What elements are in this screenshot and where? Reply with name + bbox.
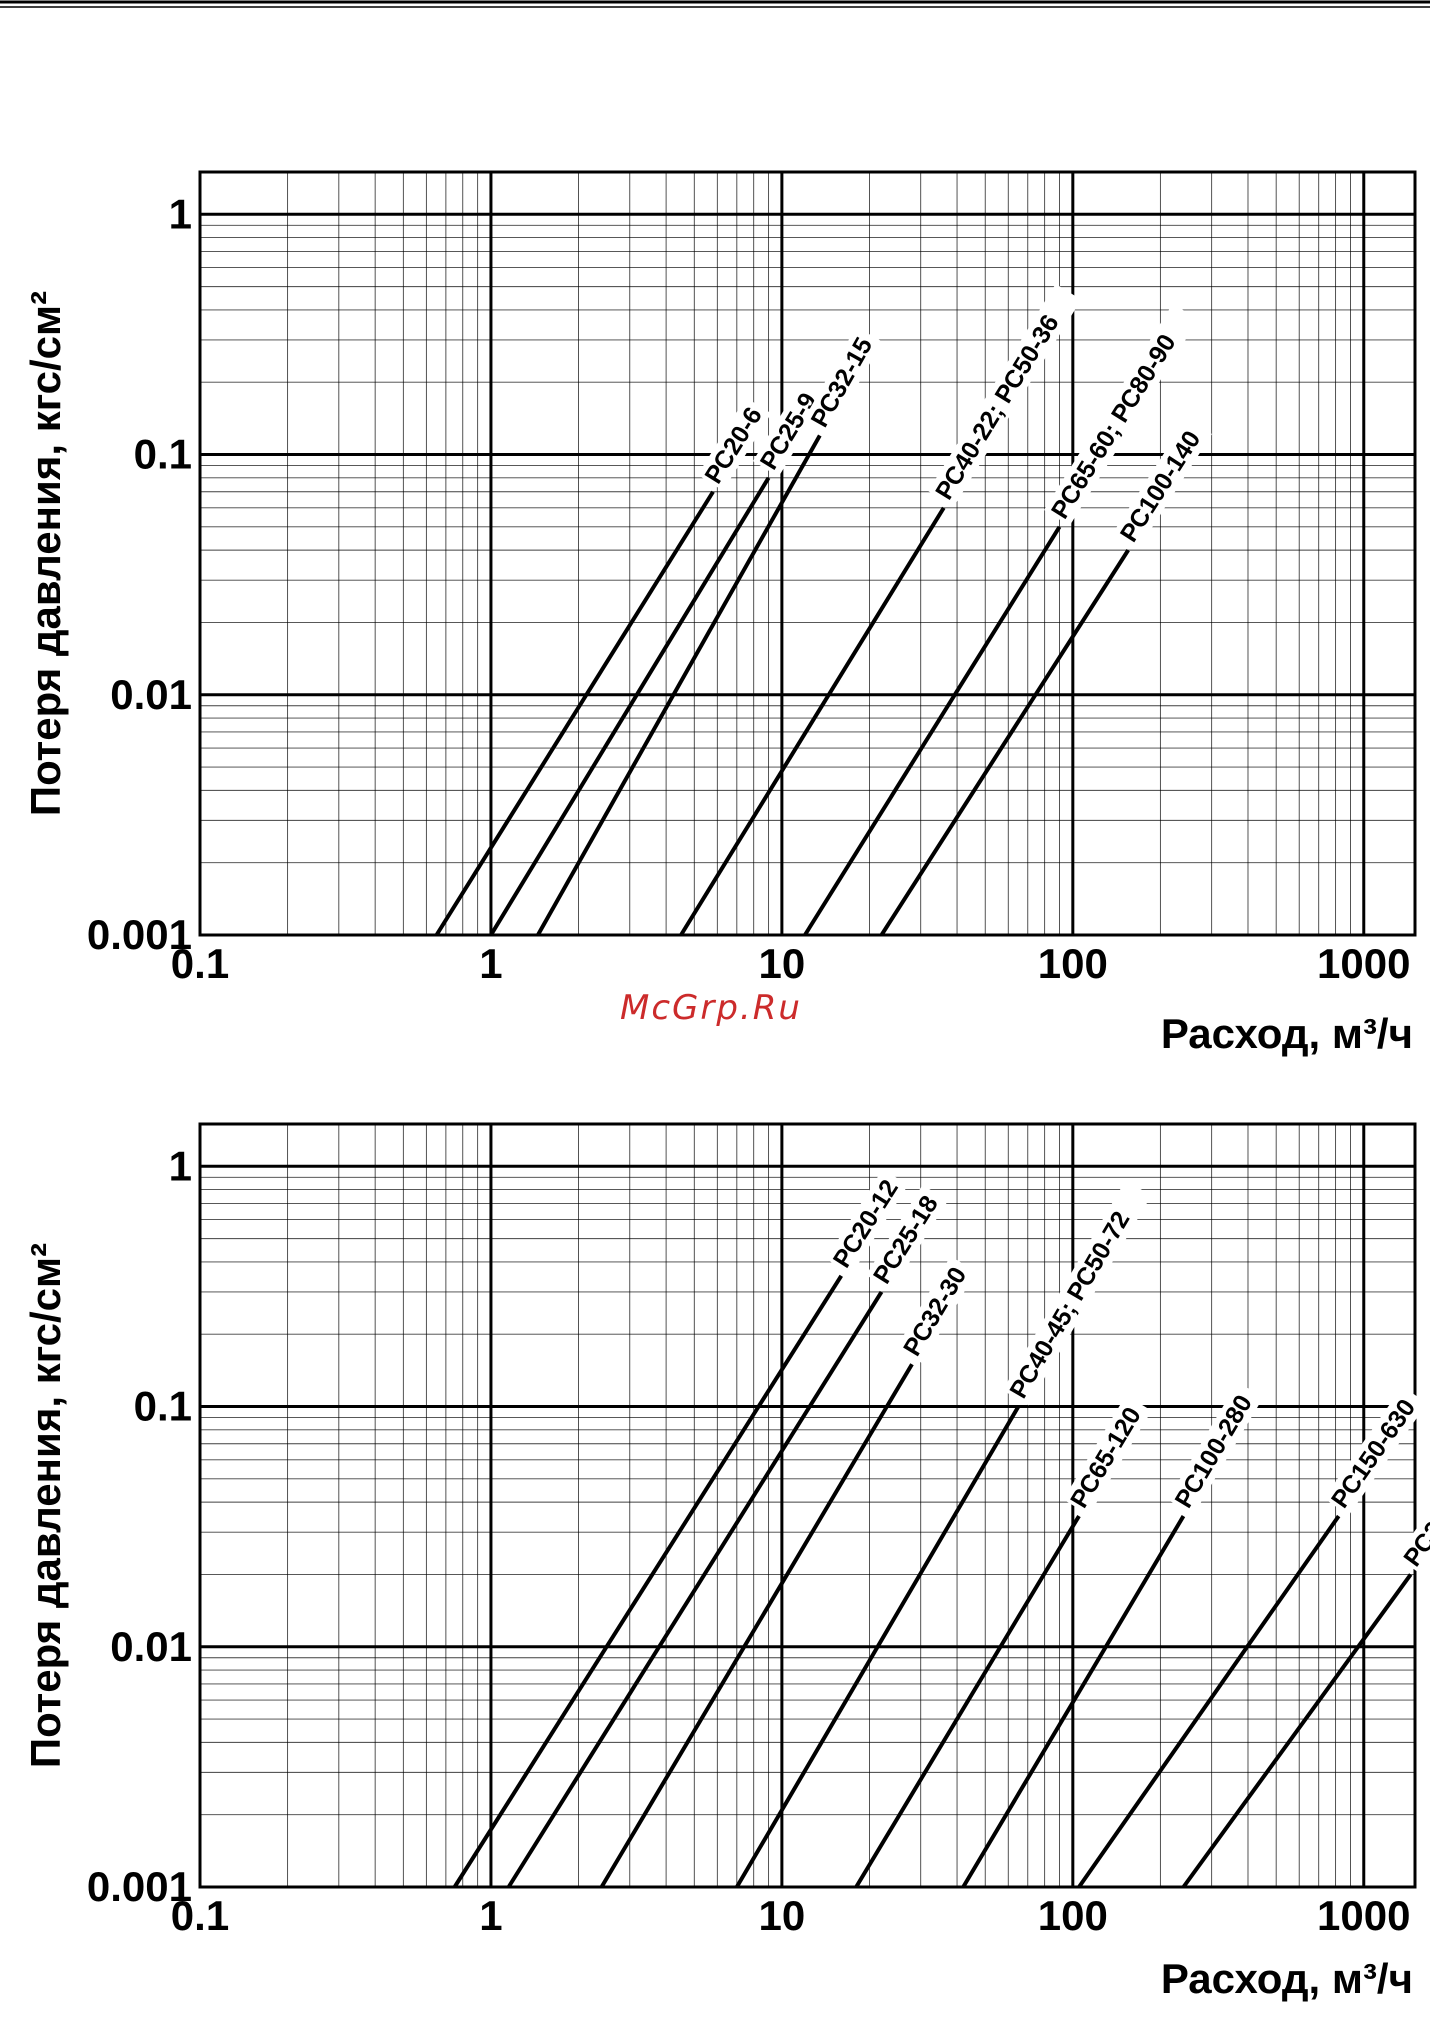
series-line [506,1290,884,1889]
series-line [803,525,1062,937]
series-label-background [697,397,772,491]
y-tick-label: 0.1 [134,1383,192,1430]
series-label: РС25-9 [755,388,823,474]
series-label-background [1167,1381,1264,1515]
plot-frame [198,1122,1417,1889]
y-tick-label: 0.01 [110,671,192,718]
y-axis-title: Потеря давления, кгс/см² [22,1243,69,1768]
series-label-background [1112,417,1212,550]
series-line [961,1515,1186,1889]
series-line [679,506,946,937]
series-label-background [866,1184,949,1291]
series-label-background [1063,1395,1152,1515]
series-line [854,1515,1081,1889]
series-label-group: РС65-60; РС80-90 [1044,303,1199,526]
series-label-background [1323,1386,1428,1516]
series-label-group: РС40-45; РС50-72 [1002,1180,1152,1406]
series-label-group: РС100-140 [1112,417,1212,550]
x-tick-label: 10 [759,1892,806,1939]
series-line [489,476,771,937]
series-line [879,549,1130,937]
series-label: РС65-120 [1065,1402,1147,1512]
watermark: McGrp.Ru [620,988,802,1028]
series-label-background [1396,1433,1430,1574]
series-label: РС20-6 [700,402,768,488]
series-label-background [752,383,826,477]
series-label-group: РС65-120 [1063,1395,1152,1515]
x-tick-label: 1000 [1317,940,1410,987]
page-top-rule [0,0,1430,8]
series-label-background [1044,303,1199,526]
series-line [599,1363,914,1889]
y-tick-label: 0.001 [87,911,192,958]
series-label: РС40-45; РС50-72 [1004,1207,1135,1404]
series-line [1181,1573,1413,1889]
grid [198,1124,1415,1889]
y-tick-label: 1 [169,1142,192,1189]
series-label-group: РС20-6 [697,397,772,491]
y-axis-title: Потеря давления, кгс/см² [22,291,69,816]
x-tick-label: 1 [479,1892,502,1939]
series-label-background [803,326,883,435]
x-tick-label: 100 [1038,940,1108,987]
series-line [1077,1514,1341,1889]
series-label-group: РС200-1000 [1396,1433,1430,1574]
series-line [735,1405,1021,1889]
y-tick-label: 0.1 [134,431,192,478]
x-axis-title: Расход, м³/ч [1161,1010,1413,1057]
series-label-group: РС40-22; РС50-36 [928,283,1082,507]
series-line [536,434,822,936]
series-label-background [928,283,1082,507]
x-tick-label: 0.1 [171,940,229,987]
series-label-background [1002,1180,1152,1406]
series-label: РС32-30 [898,1262,972,1361]
plot-frame [198,170,1417,937]
x-axis-title: Расход, м³/ч [1161,1955,1413,2002]
grid [198,172,1415,937]
series-label-group: РС100-280 [1167,1381,1264,1515]
series-label-background [896,1256,977,1364]
series-line [452,1274,843,1889]
y-tick-label: 1 [169,190,192,237]
series-label-background [825,1168,909,1275]
x-tick-label: 100 [1038,1892,1108,1939]
y-tick-label: 0.001 [87,1863,192,1910]
pressure-loss-chart-2: 0.001 0.01 0.1 1 0.1 1 10 100 1000 Потеря давлени… [22,1122,1430,2002]
series-label: РС100-280 [1170,1390,1258,1513]
x-tick-label: 10 [759,940,806,987]
x-tick-label: 1000 [1317,1892,1410,1939]
x-tick-label: 1 [479,940,502,987]
series-label-group: РС25-9 [752,383,826,477]
pressure-loss-chart-1: 0.001 0.01 0.1 1 0.1 1 10 100 1000 Потеря давлени… [22,170,1417,1057]
series-label: РС150-630 [1326,1394,1421,1513]
y-tick-label: 0.01 [110,1623,192,1670]
series-label-group: РС32-30 [896,1256,977,1364]
series-line [434,490,715,937]
series-label-group: РС32-15 [803,326,883,435]
x-tick-label: 0.1 [171,1892,229,1939]
